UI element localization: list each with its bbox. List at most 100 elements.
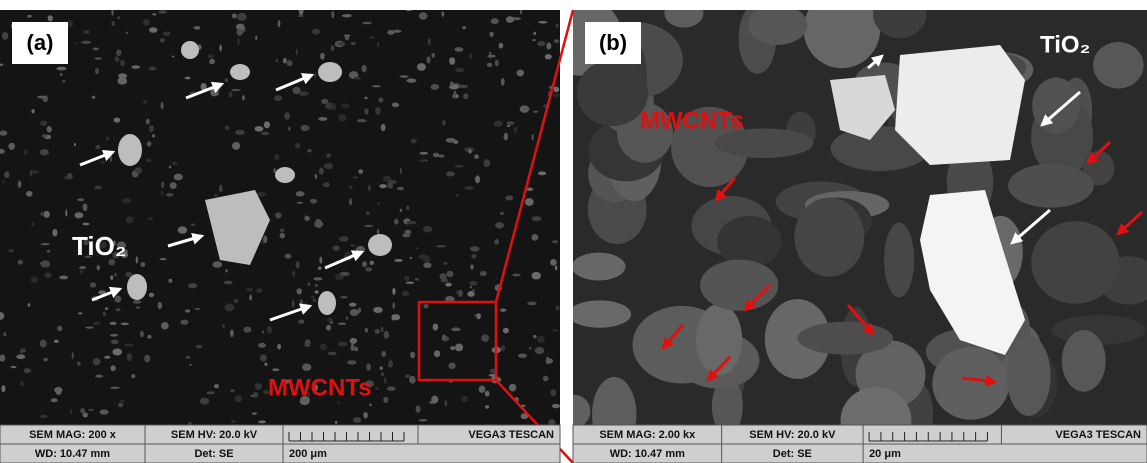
particle [140,331,144,338]
particle [462,26,466,29]
particle [366,363,371,370]
particle [441,279,448,283]
particle [531,272,541,280]
particle [188,283,197,288]
particle [377,202,379,205]
particle [495,277,497,279]
particle [146,159,152,163]
particle [531,134,533,140]
particle [417,63,426,71]
particle [381,351,386,357]
particle [276,59,279,61]
particle [446,138,456,143]
info-text: Det: SE [773,448,812,460]
particle [392,302,394,309]
particle [193,26,200,30]
particle [461,396,468,402]
particle [62,80,66,82]
particle [95,57,102,59]
particle [72,352,74,359]
particle [207,54,214,58]
particle [350,42,355,45]
particle [152,134,155,137]
particle [351,344,355,351]
particle [313,277,322,280]
particle [47,126,52,133]
particle [200,398,209,405]
particle [379,184,387,188]
particle [223,324,225,328]
particle [340,296,347,298]
particle [349,186,353,189]
particle [161,191,164,196]
particle [545,54,552,59]
particle [78,312,83,314]
particle [81,41,91,44]
particle [185,77,191,80]
particle [455,194,458,196]
particle [301,125,310,131]
particle [116,308,121,311]
particle [111,10,113,16]
particle [451,327,461,331]
particle [280,229,284,233]
particle [272,368,279,371]
particle [314,290,318,293]
particle [93,48,99,51]
info-text: 20 μm [869,448,901,460]
particle [471,254,477,258]
particle [262,330,264,333]
particle [41,260,51,267]
particle [170,182,177,189]
particle [258,343,266,348]
particle [284,112,290,120]
particle [552,240,558,243]
particle [146,119,150,125]
particle [43,358,47,362]
particle [297,288,302,294]
particle [80,269,83,273]
particle [110,275,113,280]
particle [696,304,742,376]
particle [292,300,295,308]
particle [113,117,120,122]
particle [41,212,44,217]
particle [149,125,154,132]
particle [148,67,156,71]
info-text: Det: SE [194,448,233,460]
particle [485,405,489,408]
particle [475,314,478,317]
particle [158,302,163,309]
particle [406,9,412,11]
particle [369,404,371,407]
particle [320,343,327,350]
particle [277,344,281,350]
info-text: SEM HV: 20.0 kV [749,429,836,441]
particle [392,314,401,320]
particle [57,326,62,332]
particle [332,103,336,111]
particle [748,4,807,45]
particle [172,55,175,57]
mwcnt-label: MWCNTs [268,374,372,401]
particle [555,305,559,310]
particle [111,340,119,344]
particle [409,257,412,259]
particle [384,331,390,339]
particle [103,311,106,316]
particle [40,243,49,245]
particle [185,309,190,312]
particle [406,206,409,210]
particle [364,225,373,228]
particle [445,283,452,287]
particle [380,366,383,370]
particle [501,78,505,86]
info-text: WD: 10.47 mm [35,448,110,460]
particle [30,169,32,176]
particle [507,125,511,127]
particle [79,266,86,269]
particle [794,198,864,277]
particle [258,420,266,423]
particle [280,233,285,239]
particle [124,344,134,347]
